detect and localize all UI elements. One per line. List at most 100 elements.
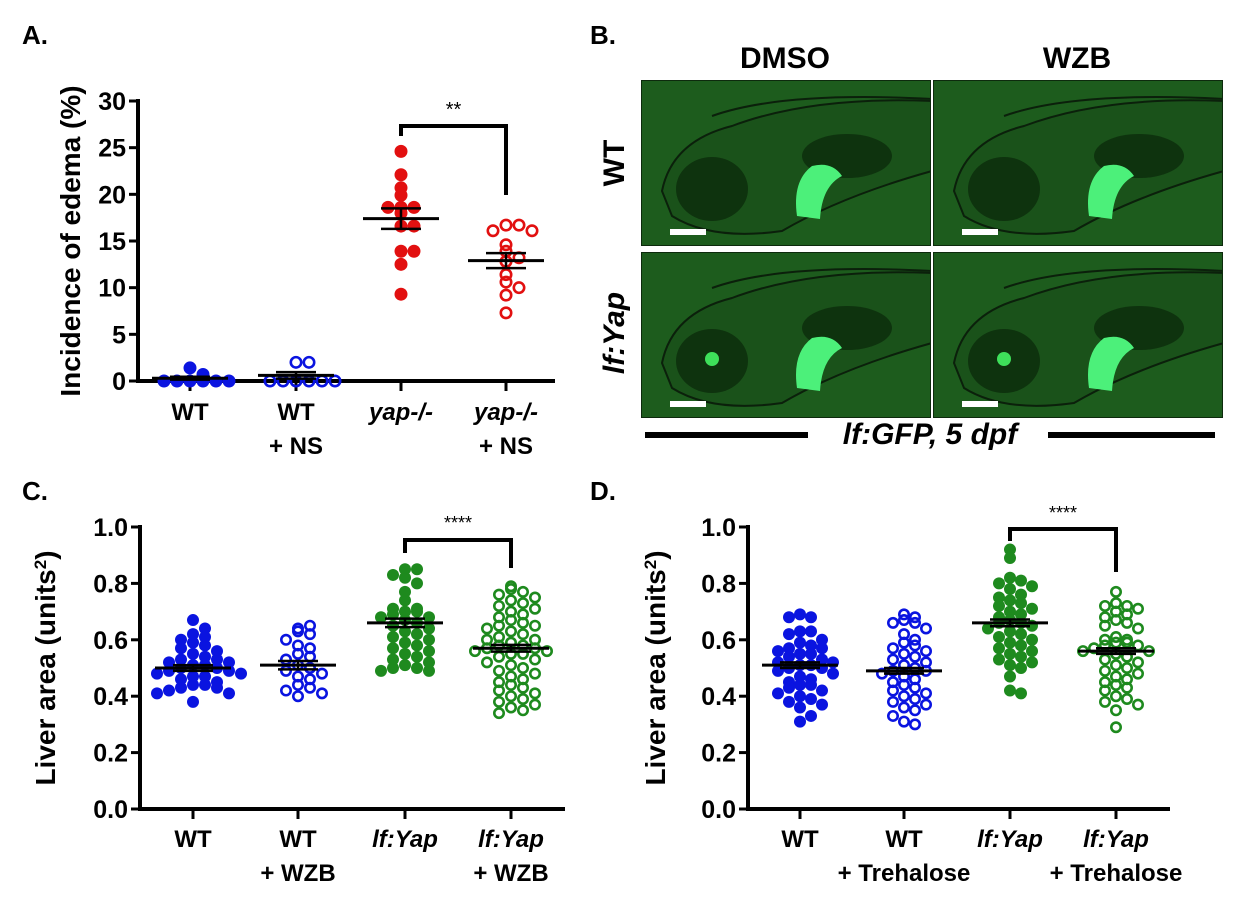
data-point [163,656,175,669]
data-point [407,244,421,258]
caption-rule-right [1048,432,1215,438]
column-title-wzb: WZB [1042,42,1112,75]
data-point [411,577,423,590]
data-point [399,594,411,607]
data-point [504,690,517,703]
x-tick-label: WT [277,399,315,426]
data-point [423,656,435,669]
data-point [468,645,481,658]
y-tick-label: 5 [112,321,126,349]
panel-label-c: C. [22,476,48,506]
x-tick-label: yap-/- [473,399,538,426]
y-tick-label: 0 [112,368,126,396]
data-point [805,693,817,706]
data-point [394,188,408,202]
data-point [1132,602,1145,615]
data-point [1015,574,1027,587]
data-point [794,647,806,660]
data-point [1110,630,1123,643]
data-point [492,599,505,612]
data-point [897,701,910,714]
data-point [492,707,505,720]
data-point [279,684,292,697]
data-point [387,568,399,581]
data-point [1099,684,1112,697]
x-tick-label-line2: + Trehalose [1050,860,1183,887]
data-point [175,642,187,655]
data-point [919,687,932,700]
data-point [794,625,806,638]
data-point [1004,647,1016,660]
data-point [1004,552,1016,565]
x-tick-label-line2: + NS [269,433,323,460]
significance-stars: **** [1049,503,1077,523]
data-point [886,642,899,655]
data-point [279,653,292,666]
data-point [528,687,541,700]
data-point [187,647,199,660]
data-point [175,673,187,686]
data-point [211,653,223,666]
x-tick-label-line2: + Trehalose [838,860,971,887]
fish-image [660,268,930,407]
data-point [289,355,303,369]
data-point [504,594,517,607]
data-point [423,611,435,624]
x-tick-label-line2: + WZB [473,860,548,887]
data-point [516,681,529,694]
fish-image [952,96,1222,235]
data-point [394,257,408,271]
data-point [504,659,517,672]
panel-b-caption: lf:GFP, 5 dpf [842,418,1018,451]
data-point [399,563,411,576]
data-point [499,306,513,320]
data-point [1015,628,1027,641]
data-point [805,709,817,722]
data-point [187,636,199,649]
fish-dorsal-outline [1003,268,1222,289]
data-point [394,144,408,158]
scale-bar [962,229,998,235]
data-point [1026,633,1038,646]
data-point [886,684,899,697]
data-point [993,577,1005,590]
significance-bracket [1008,527,1118,572]
y-tick-label: 0.4 [93,683,128,711]
data-point [516,628,529,641]
data-point [209,374,223,388]
data-point [1026,580,1038,593]
data-point [328,374,342,388]
y-tick-label: 20 [98,181,126,209]
data-point [411,650,423,663]
x-tick-label: lf:Yap [1083,826,1149,853]
data-point [1099,653,1112,666]
data-point [897,690,910,703]
data-point [223,687,235,700]
data-point [504,625,517,638]
data-point [394,287,408,301]
closing-paren: ) [640,550,671,559]
fish-image [952,268,1222,407]
data-point [486,224,500,238]
data-point [387,662,399,674]
eye [676,157,748,221]
data-point [499,238,513,252]
data-point [1121,661,1134,674]
data-point [908,704,921,717]
data-point [816,698,828,711]
data-point [315,687,328,700]
data-point [512,218,526,232]
data-point [794,690,806,703]
x-tick-label: WT [174,826,212,853]
x-tick-label: lf:Yap [372,826,438,853]
panel-label-b: B. [590,20,616,50]
data-point [411,628,423,641]
y-tick-label: 1.0 [701,514,736,542]
data-point [291,625,304,638]
data-point [1004,684,1016,697]
y-tick-label: 0.8 [701,570,736,598]
data-point [794,670,806,683]
data-point [816,633,828,646]
chart-panel-c: 0.0 0.2 0.4 0.6 0.8 1.0 Liver area (units2) WT W… [30,513,565,887]
